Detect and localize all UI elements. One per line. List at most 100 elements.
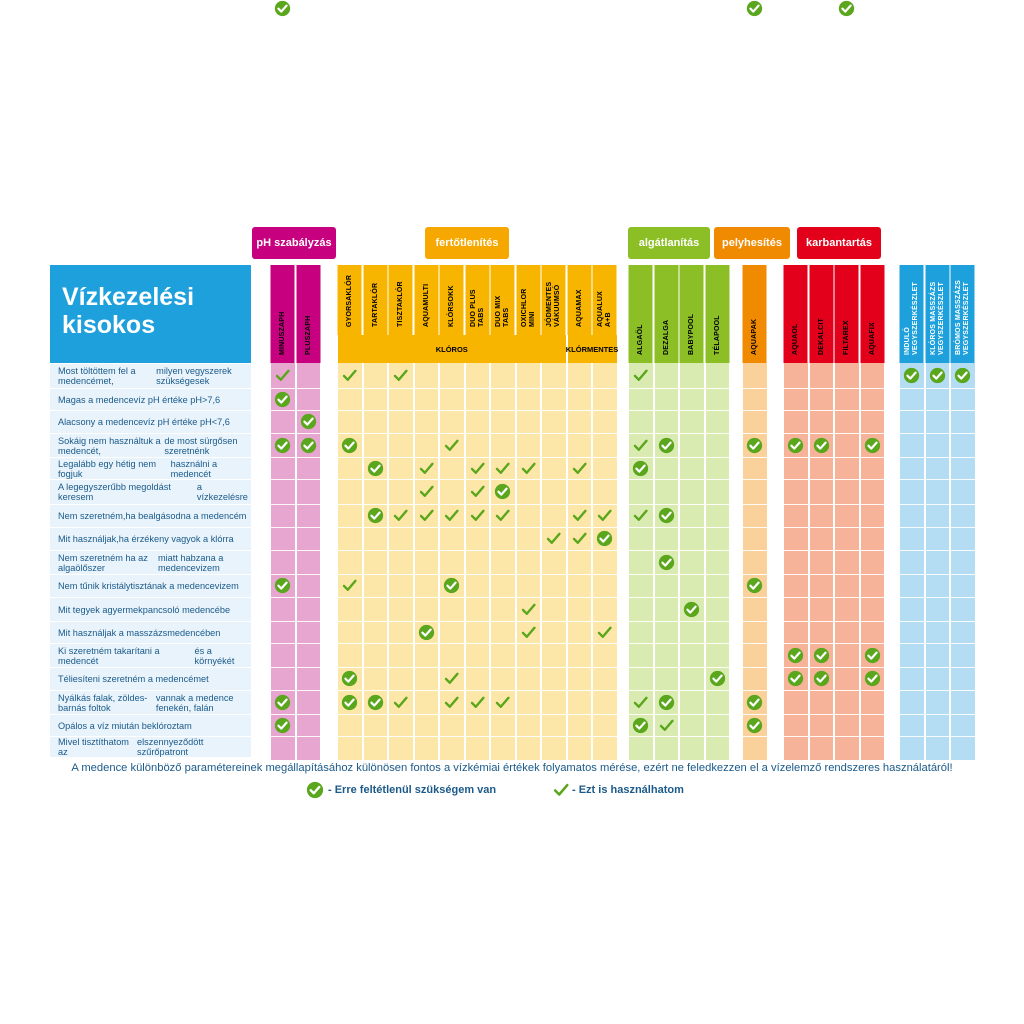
- column-body: [900, 363, 924, 760]
- column-header: AQUALUX A+B: [593, 265, 617, 335]
- column-header: FILTAREX: [835, 265, 859, 363]
- column-body: [743, 363, 767, 760]
- row-label-line: Nem tűnik kristálytisztának a medenceviz…: [58, 581, 239, 591]
- row-label: Sokáig nem használtuk a medencét, de most…: [50, 434, 251, 457]
- row-divider: [270, 410, 976, 411]
- column-header: BABYPOOL: [680, 265, 704, 363]
- required-check-icon: [746, 694, 763, 711]
- row-divider: [270, 643, 976, 644]
- column-header: DUO MIX TABS: [491, 265, 515, 335]
- category-tag-karb: karbantartás: [797, 227, 881, 259]
- row-label: Nyálkás falak, zöldes-barnás foltok vanna…: [50, 691, 251, 714]
- optional-check-icon: [571, 460, 588, 477]
- required-check-icon: [632, 717, 649, 734]
- required-check-icon: [341, 437, 358, 454]
- row-label: Mit tegyek a gyermekpancsoló medencébe: [50, 598, 251, 621]
- required-check-icon: [864, 647, 881, 664]
- row-label-line: Nem szeretném ha az algaölőszer: [58, 552, 148, 573]
- row-label-line: Most töltöttem fel a medencémet,: [58, 366, 136, 386]
- row-divider: [270, 457, 976, 458]
- row-label: Nem szeretném, ha bealgásodna a medencém: [50, 505, 251, 527]
- required-check-icon: [864, 437, 881, 454]
- required-check-icon: [658, 694, 675, 711]
- required-check-icon: [864, 670, 881, 687]
- optional-check-icon: [443, 694, 460, 711]
- row-label-line: Nyálkás falak, zöldes-barnás foltok: [58, 692, 148, 713]
- row-label-line: A legegyszerűbb megoldást keresem: [58, 482, 171, 502]
- required-check-icon: [746, 577, 763, 594]
- column-body: [705, 363, 729, 760]
- row-divider: [270, 690, 976, 691]
- required-check-icon: [838, 0, 855, 17]
- row-label-line: Mivel tisztíthatom az: [58, 737, 129, 757]
- optional-check-icon: [494, 507, 511, 524]
- category-tag-pely: pelyhesítés: [714, 227, 790, 259]
- row-label-line: Mit tegyek a: [58, 604, 108, 615]
- optional-check-icon: [520, 460, 537, 477]
- column-header: PLUSZAPH: [296, 265, 320, 363]
- column-body: [835, 363, 859, 760]
- subheader: KLÓROS: [338, 335, 566, 363]
- optional-check-icon: [443, 670, 460, 687]
- row-label: Ki szeretném takarítani a medencét és a k…: [50, 644, 251, 667]
- column-header: INDULÓ VEGYSZERKÉSZLET: [900, 265, 924, 363]
- required-check-icon: [709, 670, 726, 687]
- column-header: DEZALGA: [654, 265, 678, 363]
- row-label: A legegyszerűbb megoldást keresem a vízke…: [50, 480, 251, 504]
- row-divider: [270, 714, 976, 715]
- required-check-icon: [787, 437, 804, 454]
- required-check-icon: [787, 670, 804, 687]
- row-label-line: Opálos a víz miután beklóroztam: [58, 720, 192, 731]
- column-body: [784, 363, 808, 760]
- required-check-icon: [274, 577, 291, 594]
- optional-check-icon: [418, 507, 435, 524]
- required-check-icon: [746, 717, 763, 734]
- row-divider: [270, 479, 976, 480]
- column-body: [809, 363, 833, 760]
- row-label-line: de most sürgősen szeretnénk: [164, 435, 238, 456]
- row-label: Alacsony a medencevíz pH értéke pH<7,6: [50, 411, 251, 433]
- column-header: GYORSAKLÓR: [338, 265, 362, 335]
- row-divider: [270, 667, 976, 668]
- required-check-icon: [367, 460, 384, 477]
- column-header: AQUAMULTI: [414, 265, 438, 335]
- required-check-icon: [274, 717, 291, 734]
- column-body: [516, 363, 540, 760]
- row-label: Mivel tisztíthatom az elszennyeződött szű…: [50, 737, 251, 757]
- required-check-icon: [813, 647, 830, 664]
- required-check-icon: [274, 437, 291, 454]
- row-label: Opálos a víz miután beklóroztam: [50, 715, 251, 736]
- optional-check-icon: [341, 577, 358, 594]
- row-label-line: Magas a medencevíz pH értéke pH>7,6: [58, 394, 221, 405]
- row-divider: [270, 504, 976, 505]
- row-divider: [270, 527, 976, 528]
- column-body: [951, 363, 975, 760]
- row-divider: [270, 550, 976, 551]
- required-check-icon: [787, 647, 804, 664]
- column-header: AQUAOL: [784, 265, 808, 363]
- row-label-line: Téliesíteni szeretném a medencémet: [58, 674, 209, 684]
- required-check-icon: [367, 507, 384, 524]
- column-body: [629, 363, 653, 760]
- optional-check-icon: [392, 367, 409, 384]
- optional-check-icon: [469, 507, 486, 524]
- column-header: MINUSZAPH: [271, 265, 295, 363]
- row-label-line: miatt habzana a medencevizem: [157, 552, 224, 573]
- row-label-line: Mit használjak a masszázsmedencében: [58, 627, 221, 638]
- required-check-icon: [300, 413, 317, 430]
- legend-tick-label: - Ezt is használhatom: [572, 784, 684, 796]
- row-label: Téliesíteni szeretném a medencémet: [50, 668, 251, 690]
- column-header: TARTAKLÓR: [363, 265, 387, 335]
- optional-check-icon: [596, 624, 613, 641]
- row-label: Legalább egy hétig nem fogjuk használni a…: [50, 458, 251, 479]
- row-label: Magas a medencevíz pH értéke pH>7,6: [50, 389, 251, 410]
- row-label-line: milyen vegyszerek szükségesek: [156, 366, 232, 386]
- legend: - Erre feltétlenül szükségem van - Ezt i…: [300, 780, 720, 800]
- optional-check-icon: [571, 530, 588, 547]
- required-check-icon: [443, 577, 460, 594]
- optional-check-icon: [443, 507, 460, 524]
- row-label-line: Mit használjak,: [58, 534, 119, 544]
- required-check-icon: [274, 0, 291, 17]
- row-label: Mit használjak a masszázsmedencében: [50, 622, 251, 643]
